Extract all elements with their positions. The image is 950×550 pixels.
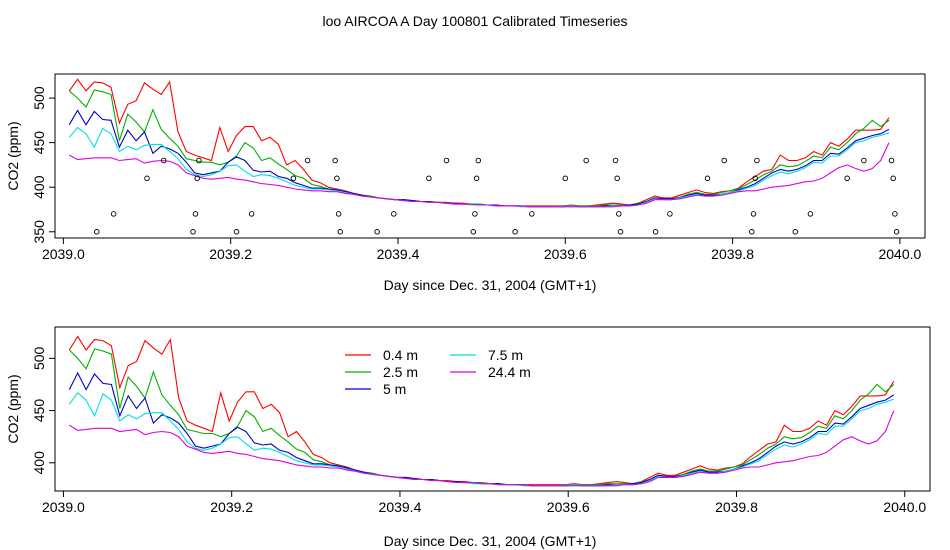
y-tick-label-top-2: 450 <box>31 131 47 155</box>
marker-point-0 <box>94 229 100 235</box>
marker-point-34 <box>704 175 711 182</box>
series-line-bottom-2 <box>68 371 895 487</box>
marker-point-3 <box>160 157 167 164</box>
marker-point-4 <box>190 229 196 235</box>
series-line-bottom-4 <box>69 410 895 487</box>
series-line-top-3 <box>68 126 890 208</box>
series-line-top-4 <box>68 142 890 208</box>
marker-point-30 <box>616 211 622 217</box>
marker-point-37 <box>750 211 757 217</box>
x-axis-top: 2039.0 2039.2 2039.4 2039.6 2039.8 2040.0 <box>42 237 922 262</box>
x-tick-label-top-0: 2039.0 <box>42 246 85 262</box>
series-layer-top <box>68 78 890 208</box>
series-line-bottom-0 <box>68 335 895 486</box>
x-axis-bottom: 2039.0 2039.2 2039.4 2039.6 2039.8 2040.0 <box>42 490 926 515</box>
marker-point-29 <box>614 175 620 182</box>
x-tick-label-bottom-2: 2039.4 <box>379 499 422 515</box>
page-title: loo AIRCOA A Day 100801 Calibrated Times… <box>322 13 627 29</box>
marker-point-32 <box>652 229 659 235</box>
marker-point-10 <box>290 175 297 182</box>
y-axis-label-bottom: CO2 (ppm) <box>5 374 21 443</box>
marker-point-36 <box>749 229 755 235</box>
marker-point-24 <box>512 229 518 235</box>
x-tick-label-bottom-0: 2039.0 <box>42 499 85 515</box>
x-tick-label-top-3: 2039.6 <box>544 246 587 262</box>
marker-point-18 <box>426 175 432 182</box>
panel-top: 2039.0 2039.2 2039.4 2039.6 2039.8 2040.0 350… <box>5 73 926 293</box>
marker-layer-top <box>94 157 900 235</box>
y-tick-label-bottom-1: 450 <box>31 399 47 423</box>
x-tick-label-top-4: 2039.8 <box>711 246 754 262</box>
y-tick-label-top-3: 500 <box>31 86 47 110</box>
marker-point-31 <box>617 229 624 235</box>
series-layer-bottom <box>68 335 895 487</box>
legend-label-3: 7.5 m <box>488 347 523 363</box>
marker-point-28 <box>612 157 619 164</box>
marker-point-15 <box>337 229 344 235</box>
x-axis-label-bottom: Day since Dec. 31, 2004 (GMT+1) <box>384 533 597 549</box>
marker-point-19 <box>443 157 450 164</box>
x-tick-label-top-1: 2039.2 <box>209 246 252 262</box>
marker-point-47 <box>893 229 900 235</box>
x-tick-label-bottom-1: 2039.2 <box>210 499 253 515</box>
series-line-top-1 <box>68 89 890 208</box>
legend-label-1: 2.5 m <box>383 364 418 380</box>
marker-point-25 <box>529 211 535 217</box>
marker-point-8 <box>233 229 240 235</box>
marker-point-42 <box>844 175 850 182</box>
y-axis-bottom: 400 450 500 <box>31 346 56 475</box>
marker-point-21 <box>472 211 478 217</box>
marker-point-43 <box>861 157 867 164</box>
x-tick-label-bottom-5: 2040.0 <box>883 499 926 515</box>
x-tick-label-bottom-4: 2039.8 <box>715 499 758 515</box>
marker-point-5 <box>192 211 199 217</box>
marker-point-11 <box>304 157 311 164</box>
marker-point-41 <box>807 211 814 217</box>
marker-point-7 <box>196 157 202 164</box>
marker-point-45 <box>890 175 896 182</box>
marker-point-44 <box>888 157 895 164</box>
marker-point-27 <box>583 157 589 164</box>
marker-point-1 <box>110 211 117 217</box>
marker-point-39 <box>754 157 760 164</box>
panel-bottom: 2039.0 2039.2 2039.4 2039.6 2039.8 2040.0 400… <box>5 326 931 549</box>
plot-frame-top <box>54 73 926 239</box>
marker-point-14 <box>335 211 342 217</box>
marker-point-46 <box>892 211 898 217</box>
marker-point-40 <box>792 229 799 235</box>
marker-point-17 <box>391 211 397 217</box>
marker-point-23 <box>475 157 482 164</box>
marker-point-2 <box>144 175 150 182</box>
marker-point-6 <box>194 175 200 182</box>
marker-point-26 <box>562 175 569 182</box>
y-tick-label-top-0: 350 <box>31 220 47 244</box>
y-tick-label-bottom-0: 400 <box>31 451 47 475</box>
legend-label-4: 24.4 m <box>488 364 531 380</box>
x-axis-label-top: Day since Dec. 31, 2004 (GMT+1) <box>384 277 597 293</box>
y-axis-label-top: CO2 (ppm) <box>5 121 21 190</box>
legend-label-0: 0.4 m <box>383 347 418 363</box>
series-line-bottom-1 <box>68 348 895 487</box>
y-axis-top: 350 400 450 500 <box>31 86 56 244</box>
legend: 0.4 m2.5 m5 m 7.5 m24.4 m <box>345 347 531 397</box>
series-line-top-0 <box>68 78 890 207</box>
marker-point-35 <box>721 157 727 164</box>
marker-point-13 <box>334 175 340 182</box>
series-line-bottom-3 <box>68 391 894 487</box>
marker-point-12 <box>332 157 338 164</box>
marker-point-38 <box>752 175 758 182</box>
x-tick-label-bottom-3: 2039.6 <box>547 499 590 515</box>
marker-point-20 <box>470 229 477 235</box>
y-tick-label-bottom-2: 500 <box>31 346 47 370</box>
marker-point-22 <box>473 175 480 182</box>
marker-point-33 <box>667 211 673 217</box>
legend-label-2: 5 m <box>383 381 406 397</box>
x-tick-label-top-2: 2039.4 <box>377 246 420 262</box>
y-tick-label-top-1: 400 <box>31 175 47 199</box>
marker-point-16 <box>374 229 380 235</box>
x-tick-label-top-5: 2040.0 <box>878 246 921 262</box>
marker-point-9 <box>248 211 255 217</box>
